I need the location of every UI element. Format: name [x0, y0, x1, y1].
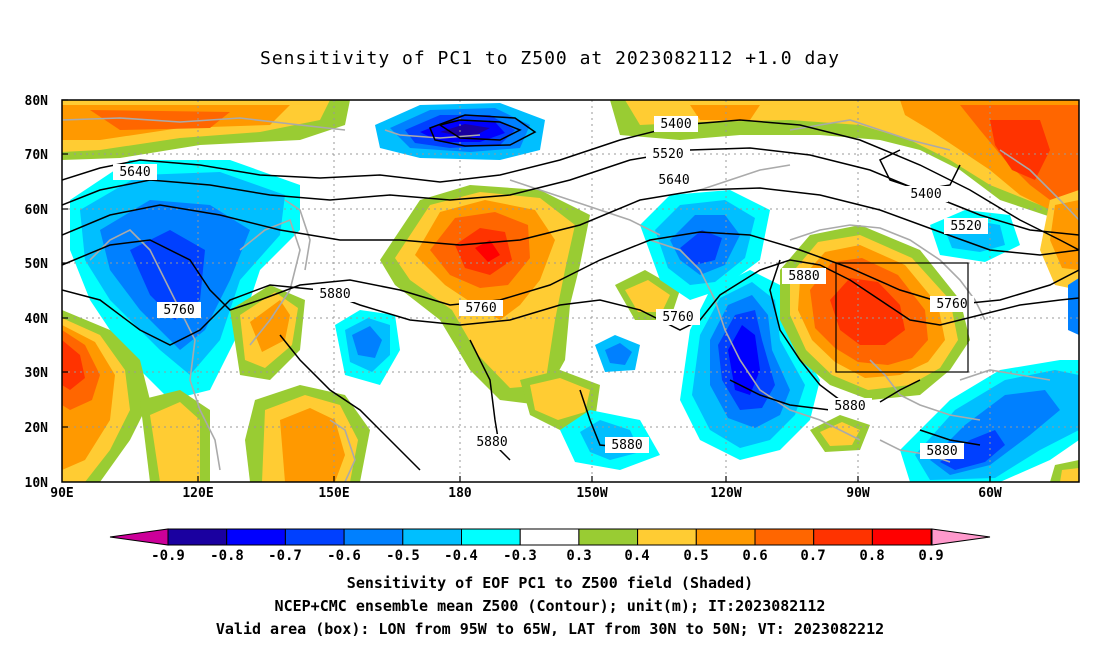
- svg-text:5760: 5760: [662, 310, 693, 325]
- contour-label: 5880: [920, 443, 964, 459]
- svg-text:5400: 5400: [660, 117, 691, 132]
- colorbar-box: [813, 528, 873, 546]
- colorbar-box: [578, 528, 639, 546]
- svg-text:5760: 5760: [936, 297, 967, 312]
- lat-label: 30N: [25, 366, 49, 381]
- svg-text:5400: 5400: [910, 187, 941, 202]
- contour-label: 5640: [652, 172, 696, 188]
- colorbar-label: 0.3: [566, 548, 591, 564]
- colorbar-label: 0.6: [742, 548, 767, 564]
- lat-label: 70N: [25, 148, 49, 163]
- colorbar-box: [402, 528, 462, 546]
- lat-label: 10N: [25, 476, 49, 491]
- colorbar-box: [284, 528, 345, 546]
- colorbar-label: -0.5: [386, 548, 420, 564]
- svg-text:5880: 5880: [319, 287, 350, 302]
- colorbar-label: 0.9: [918, 548, 943, 564]
- svg-text:5880: 5880: [926, 444, 957, 459]
- colorbar-box: [871, 528, 932, 546]
- contour-label: 5760: [930, 296, 974, 312]
- longitude-labels: 90E 120E 150E 180 150W 120W 90W 60W: [50, 486, 1002, 501]
- contour-label: 5880: [828, 398, 872, 414]
- contour-label: 5520: [646, 146, 690, 162]
- colorbar-label: 0.8: [859, 548, 884, 564]
- lat-label: 50N: [25, 257, 49, 272]
- contour-label: 5400: [904, 186, 948, 202]
- contour-labels: 5400 5400 5520 5520 5640 5640 5760 5760 …: [113, 116, 988, 459]
- caption-line-1: Sensitivity of EOF PC1 to Z500 field (Sh…: [346, 574, 754, 592]
- colorbar-label: -0.3: [503, 548, 537, 564]
- lat-label: 60N: [25, 203, 49, 218]
- colorbar-boxes: [167, 528, 932, 546]
- colorbar: -0.9 -0.8 -0.7 -0.6 -0.5 -0.4 -0.3 0.3 0…: [109, 528, 991, 564]
- colorbar-box: [519, 528, 580, 546]
- svg-text:5640: 5640: [119, 165, 150, 180]
- contour-label: 5880: [313, 286, 357, 302]
- colorbar-box: [754, 528, 815, 546]
- svg-text:5760: 5760: [163, 303, 194, 318]
- contour-label: 5760: [656, 309, 700, 325]
- latitude-labels: 80N 70N 60N 50N 40N 30N 20N 10N: [25, 94, 49, 491]
- colorbar-label: -0.7: [268, 548, 302, 564]
- svg-text:5520: 5520: [652, 147, 683, 162]
- contour-label: 5880: [782, 268, 826, 284]
- caption-line-2: NCEP+CMC ensemble mean Z500 (Contour); u…: [274, 597, 826, 615]
- map-title: Sensitivity of PC1 to Z500 at 2023082112…: [259, 48, 840, 69]
- contour-label: 5640: [113, 164, 157, 180]
- colorbar-label: -0.8: [210, 548, 244, 564]
- lon-label: 150E: [318, 486, 349, 501]
- colorbar-box: [167, 528, 228, 546]
- colorbar-label: 0.5: [683, 548, 708, 564]
- colorbar-labels: -0.9 -0.8 -0.7 -0.6 -0.5 -0.4 -0.3 0.3 0…: [151, 548, 944, 564]
- lon-label: 120E: [182, 486, 213, 501]
- lat-label: 20N: [25, 421, 49, 436]
- svg-text:5880: 5880: [788, 269, 819, 284]
- lon-label: 90E: [50, 486, 73, 501]
- contour-label: 5760: [157, 302, 201, 318]
- contour-label: 5880: [470, 434, 514, 450]
- svg-text:5640: 5640: [658, 173, 689, 188]
- lon-label: 180: [448, 486, 472, 501]
- colorbar-min-triangle: [109, 528, 169, 546]
- colorbar-label: -0.9: [151, 548, 185, 564]
- lon-label: 90W: [846, 486, 870, 501]
- lat-label: 80N: [25, 94, 49, 109]
- colorbar-box: [637, 528, 697, 546]
- colorbar-box: [695, 528, 756, 546]
- caption-line-3: Valid area (box): LON from 95W to 65W, L…: [215, 620, 885, 638]
- map-frame: [61, 99, 1080, 483]
- svg-text:5880: 5880: [476, 435, 507, 450]
- lat-label: 40N: [25, 312, 49, 327]
- colorbar-label: -0.4: [444, 548, 478, 564]
- colorbar-box: [461, 528, 521, 546]
- colorbar-label: 0.7: [800, 548, 825, 564]
- graticule: [62, 100, 1079, 482]
- colorbar-max-triangle: [931, 528, 991, 546]
- contour-label: 5760: [459, 300, 503, 316]
- colorbar-label: -0.6: [327, 548, 361, 564]
- lon-label: 60W: [978, 486, 1002, 501]
- svg-text:5520: 5520: [950, 219, 981, 234]
- svg-text:5760: 5760: [465, 301, 496, 316]
- contour-label: 5520: [944, 218, 988, 234]
- lon-label: 150W: [576, 486, 607, 501]
- svg-text:5880: 5880: [611, 438, 642, 453]
- svg-text:5880: 5880: [834, 399, 865, 414]
- contour-label: 5880: [605, 437, 649, 453]
- colorbar-box: [226, 528, 286, 546]
- colorbar-label: 0.4: [624, 548, 649, 564]
- valid-area-box: [835, 262, 969, 373]
- contour-label: 5400: [654, 116, 698, 132]
- axis-ticks: [62, 99, 991, 482]
- colorbar-box: [343, 528, 404, 546]
- lon-label: 120W: [710, 486, 741, 501]
